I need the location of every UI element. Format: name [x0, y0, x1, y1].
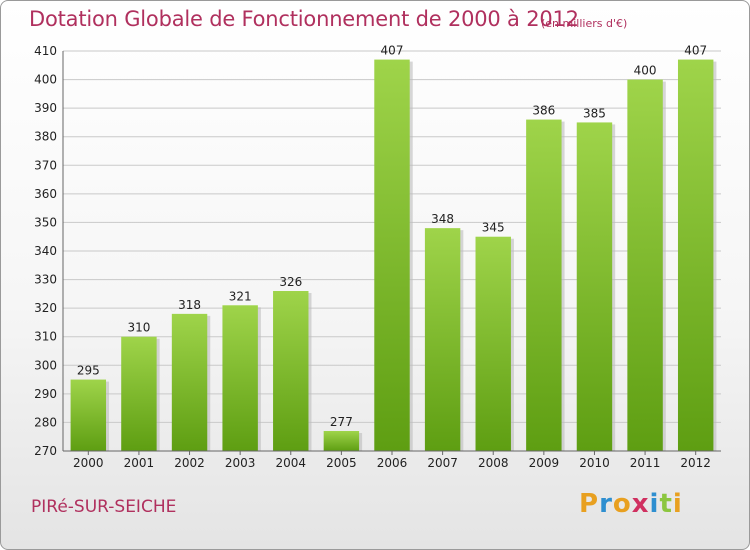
- y-tick-label: 280: [34, 415, 57, 429]
- y-tick-label: 350: [34, 215, 57, 229]
- value-label: 400: [634, 64, 657, 78]
- bar-2011: [627, 79, 663, 452]
- value-label: 386: [532, 104, 555, 118]
- bar-2005: [323, 431, 360, 451]
- bar-2007: [424, 228, 461, 451]
- unit-label: (en milliers d'€): [541, 17, 628, 30]
- value-label: 345: [482, 221, 505, 235]
- logo-letter: P: [579, 489, 600, 519]
- value-label: 295: [77, 364, 100, 378]
- bar-2002: [171, 313, 208, 451]
- x-tick-label: 2001: [124, 456, 155, 470]
- bar-2006: [374, 59, 410, 451]
- value-label: 385: [583, 106, 606, 120]
- y-tick-label: 270: [34, 444, 57, 458]
- x-tick-label: 2008: [478, 456, 509, 470]
- x-tick-label: 2003: [225, 456, 256, 470]
- y-tick-label: 340: [34, 244, 57, 258]
- value-label: 348: [431, 212, 454, 226]
- value-labels: 295 310 318 321 326 277 407 348 345 386 385 400 407: [77, 44, 707, 429]
- x-tick-label: 2010: [579, 456, 610, 470]
- y-tick-label: 380: [34, 130, 57, 144]
- x-tick-label: 2005: [326, 456, 357, 470]
- y-tick-label: 320: [34, 301, 57, 315]
- bar-2001: [121, 336, 157, 451]
- y-tick-label: 330: [34, 273, 57, 287]
- value-label: 318: [178, 298, 201, 312]
- proxiti-logo: Proxiti: [579, 489, 683, 519]
- value-label: 310: [127, 321, 150, 335]
- logo-letter: o: [612, 489, 632, 519]
- logo-letter: i: [649, 489, 660, 519]
- y-tick-label: 390: [34, 101, 57, 115]
- y-tick-label: 370: [34, 158, 57, 172]
- y-tick-label: 300: [34, 358, 57, 372]
- x-tick-label: 2006: [377, 456, 408, 470]
- x-tick-label: 2004: [275, 456, 306, 470]
- bar-2004: [273, 291, 309, 451]
- x-tick-label: 2012: [680, 456, 711, 470]
- value-label: 407: [381, 44, 404, 58]
- logo-letter: r: [599, 489, 613, 519]
- chart-title: Dotation Globale de Fonctionnement de 20…: [29, 7, 579, 31]
- logo-letter: t: [659, 489, 673, 519]
- bar-2010: [576, 122, 613, 451]
- x-tick-label: 2009: [529, 456, 560, 470]
- bar-2008: [475, 236, 511, 451]
- bar-2012: [677, 59, 714, 451]
- bar-2003: [222, 305, 258, 451]
- y-tick-label: 400: [34, 73, 57, 87]
- y-tick-label: 360: [34, 187, 57, 201]
- commune-name: PIRé-SUR-SEICHE: [31, 497, 177, 517]
- value-label: 326: [279, 275, 302, 289]
- x-tick-label: 2011: [630, 456, 661, 470]
- y-tick-label: 310: [34, 330, 57, 344]
- x-tick-label: 2000: [73, 456, 104, 470]
- logo-letter: x: [631, 489, 650, 519]
- x-tick-label: 2002: [174, 456, 205, 470]
- value-label: 407: [684, 44, 707, 58]
- bar-2009: [526, 119, 562, 452]
- y-tick-label: 410: [34, 44, 57, 58]
- bars: [70, 59, 717, 452]
- value-label: 277: [330, 415, 353, 429]
- logo-letter: i: [672, 489, 683, 519]
- axes: 270 280 290 300 310 320 330 340 350 360 370 380 390 4…: [34, 44, 721, 470]
- x-tick-label: 2007: [427, 456, 458, 470]
- value-label: 321: [229, 289, 252, 303]
- y-tick-label: 290: [34, 387, 57, 401]
- bar-2000: [70, 379, 107, 451]
